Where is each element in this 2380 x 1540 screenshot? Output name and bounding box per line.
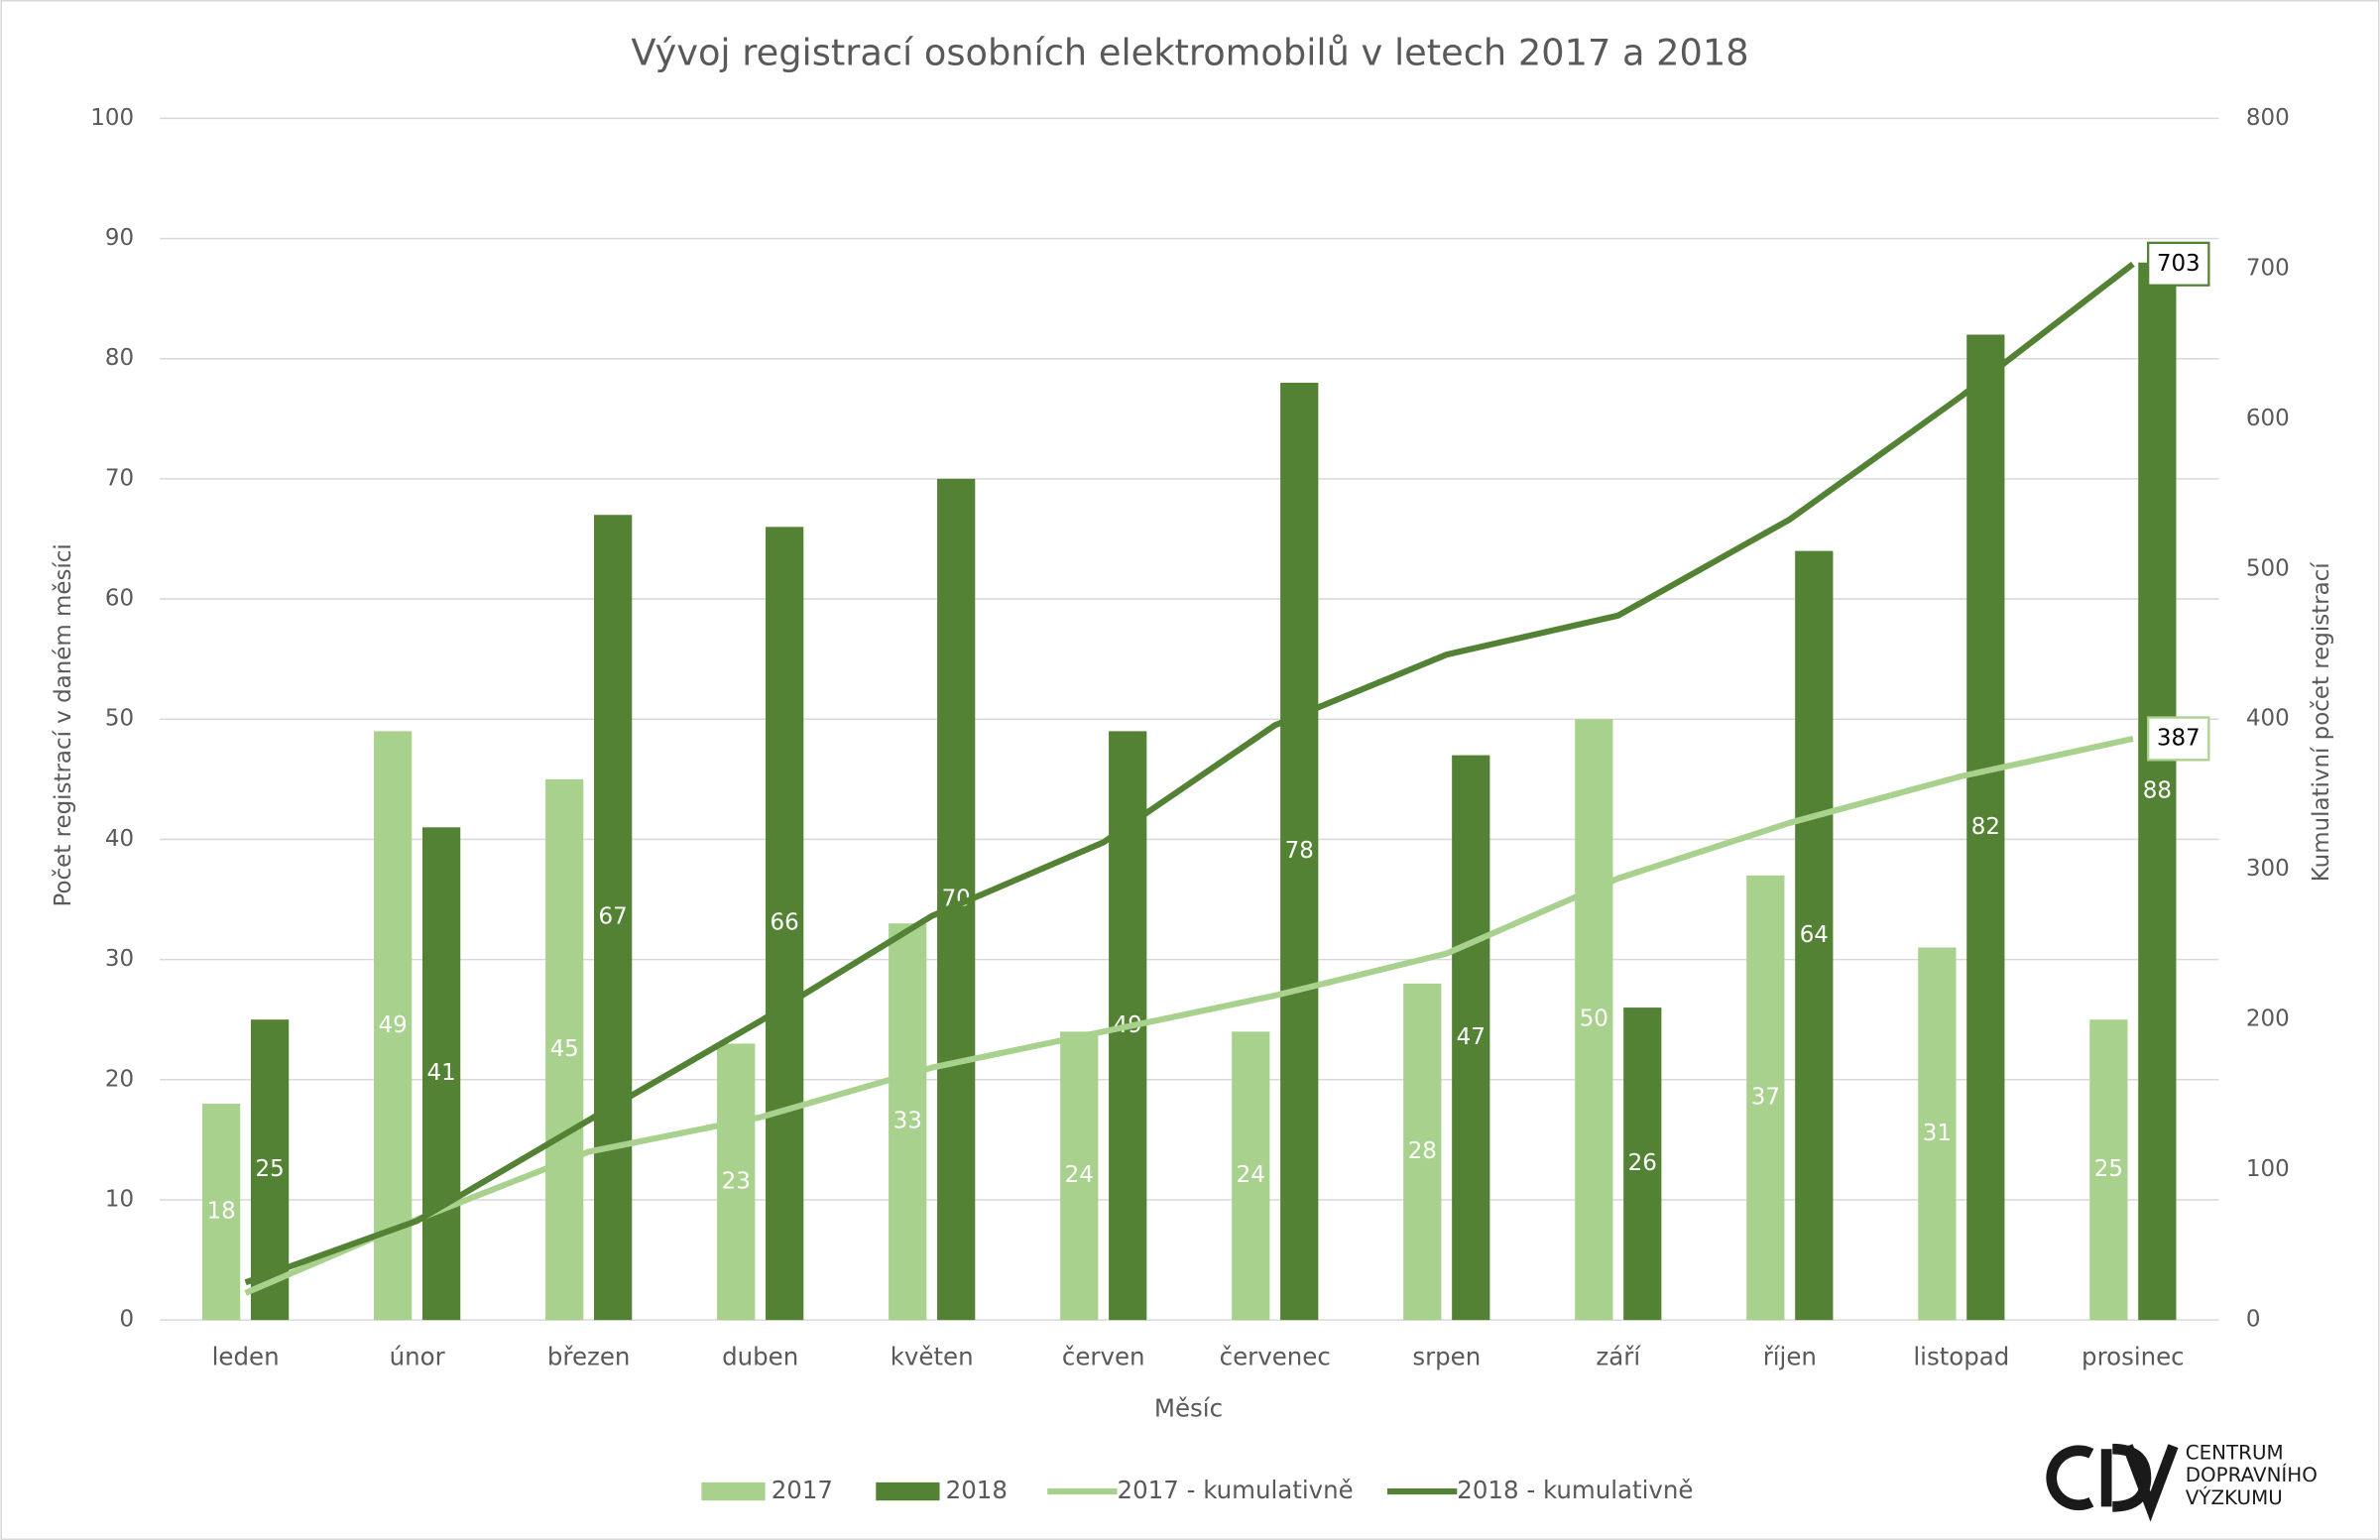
logo-text: DOPRAVNÍHO	[2186, 1464, 2318, 1486]
bar	[594, 515, 633, 1321]
bar	[2089, 1019, 2128, 1321]
data-label: 24	[1065, 1162, 1094, 1188]
y2-tick-label: 700	[2246, 255, 2290, 281]
y-tick-label: 30	[105, 946, 134, 972]
x-tick-label: srpen	[1412, 1342, 1481, 1370]
bar	[1918, 947, 1957, 1321]
x-tick-label: prosinec	[2082, 1342, 2185, 1370]
line	[244, 261, 2135, 1286]
legend-swatch	[701, 1481, 766, 1501]
bar	[1966, 334, 2005, 1321]
logo-mark	[2122, 1444, 2179, 1522]
data-label: 67	[599, 904, 628, 930]
y-tick-label: 80	[105, 345, 134, 371]
bar	[2138, 262, 2177, 1321]
bar	[1795, 550, 1834, 1321]
data-label: 88	[2143, 777, 2172, 803]
data-label: 25	[255, 1156, 284, 1182]
y-tick-label: 60	[105, 586, 134, 612]
x-tick-label: únor	[390, 1342, 446, 1370]
data-label: 25	[2094, 1156, 2123, 1182]
y2-tick-label: 500	[2246, 555, 2290, 581]
x-tick-label: březen	[547, 1342, 631, 1370]
line	[244, 735, 2134, 1296]
data-label: 31	[1923, 1121, 1952, 1146]
data-label: 45	[550, 1036, 579, 1062]
legend-swatch	[876, 1481, 940, 1501]
y-axis-title: Počet registrací v daném měsíci	[51, 543, 76, 906]
data-label-box	[2147, 716, 2210, 762]
y2-tick-label: 200	[2246, 1007, 2290, 1032]
y-tick-label: 70	[105, 465, 134, 491]
data-label: 49	[379, 1012, 408, 1038]
chart-title: Vývoj registrací osobních elektromobilů …	[631, 32, 1748, 74]
x-tick-label: květen	[891, 1342, 974, 1370]
y2-axis-title: Kumulativní počet registrací	[2309, 562, 2334, 883]
bar	[421, 827, 461, 1321]
data-label: 24	[1237, 1162, 1265, 1188]
x-axis-title: Měsíc	[1154, 1393, 1223, 1422]
y2-tick-label: 0	[2246, 1307, 2261, 1333]
data-label: 387	[2157, 725, 2201, 751]
bar	[889, 923, 927, 1321]
logo-mark	[2046, 1445, 2094, 1511]
logo: CENTRUM DOPRAVNÍHO VÝZKUMU	[2046, 1441, 2318, 1522]
y-tick-label: 20	[105, 1066, 134, 1092]
y2-tick-label: 400	[2246, 706, 2290, 732]
y-tick-label: 0	[119, 1307, 134, 1333]
bar	[766, 527, 804, 1321]
data-label: 703	[2157, 251, 2201, 277]
logo-text: VÝZKUMU	[2186, 1486, 2283, 1509]
bar	[1746, 875, 1785, 1321]
y-tick-label: 100	[90, 105, 134, 131]
y2-tick-label: 300	[2246, 856, 2290, 882]
y-tick-label: 50	[105, 706, 134, 732]
data-label-box	[2147, 241, 2210, 287]
y-tick-label: 10	[105, 1186, 134, 1212]
x-tick-label: leden	[212, 1342, 280, 1370]
legend-label: 2018 - kumulativně	[1457, 1476, 1693, 1504]
data-label: 33	[893, 1109, 922, 1134]
bar	[1060, 1031, 1099, 1321]
bar	[1280, 382, 1319, 1321]
data-label: 66	[771, 910, 799, 936]
x-tick-label: listopad	[1913, 1342, 2009, 1370]
y2-tick-label: 100	[2246, 1156, 2290, 1182]
bar	[1403, 983, 1442, 1321]
bar	[717, 1043, 756, 1321]
y-tick-label: 90	[105, 225, 134, 251]
x-tick-label: červen	[1062, 1342, 1145, 1370]
logo-text: CENTRUM	[2186, 1441, 2284, 1464]
legend-label: 2017 - kumulativně	[1118, 1476, 1354, 1504]
x-tick-label: duben	[722, 1342, 798, 1370]
data-label: 23	[722, 1168, 751, 1194]
y2-tick-label: 600	[2246, 406, 2290, 431]
data-label: 37	[1751, 1084, 1780, 1110]
bar	[1452, 755, 1490, 1321]
data-label: 28	[1408, 1138, 1437, 1164]
legend-label: 2017	[772, 1476, 833, 1504]
data-label: 82	[1971, 814, 2000, 840]
data-label: 64	[1800, 922, 1829, 948]
x-tick-label: říjen	[1763, 1342, 1817, 1370]
x-tick-label: červenec	[1220, 1342, 1331, 1370]
bar	[1232, 1031, 1270, 1321]
bar	[1623, 1007, 1662, 1321]
legend-label: 2018	[946, 1476, 1008, 1504]
y-tick-label: 40	[105, 826, 134, 852]
bar	[1575, 719, 1613, 1321]
data-label: 26	[1628, 1150, 1657, 1176]
data-label: 50	[1580, 1007, 1608, 1032]
data-label: 41	[427, 1060, 456, 1086]
data-label: 78	[1285, 838, 1314, 864]
bar	[545, 778, 584, 1321]
data-label: 18	[207, 1199, 236, 1225]
bar	[202, 1104, 241, 1321]
data-label: 47	[1457, 1024, 1486, 1050]
y2-tick-label: 800	[2246, 105, 2290, 131]
x-tick-label: září	[1596, 1342, 1641, 1370]
